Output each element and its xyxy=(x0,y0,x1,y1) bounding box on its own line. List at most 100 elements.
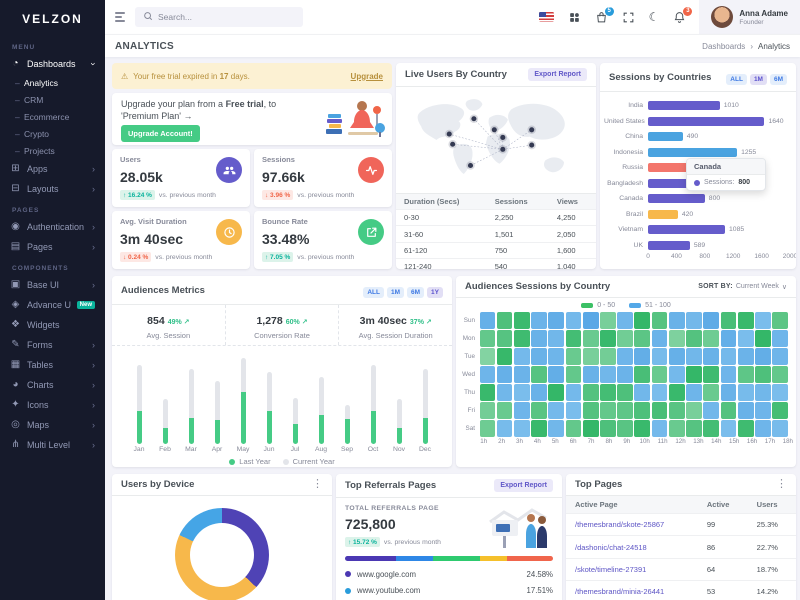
sidebar-item-label: Dashboards xyxy=(27,59,76,69)
sidebar-subitem-crm[interactable]: CRM xyxy=(0,91,105,108)
heatmap-cell xyxy=(600,312,616,329)
referrals-illustration xyxy=(484,504,554,557)
fullscreen-button[interactable] xyxy=(622,11,635,24)
bar-track: 420 xyxy=(648,209,790,219)
heatmap-row: Sat xyxy=(460,420,788,437)
filter-button-1y[interactable]: 1Y xyxy=(427,287,443,298)
bar-current-year xyxy=(240,358,246,392)
sidebar-item-multi-level[interactable]: ⋔ Multi Level › xyxy=(0,435,105,455)
sidebar-item-maps[interactable]: ◎ Maps › xyxy=(0,415,105,435)
active-page-link[interactable]: /dashonic/chat-24518 xyxy=(566,535,698,559)
heatmap-cell xyxy=(582,312,599,329)
heatmap-row: Thu xyxy=(460,384,788,401)
active-page-link[interactable]: /themesbrand/minia-26441 xyxy=(566,580,698,600)
stacked-bar xyxy=(162,399,168,444)
heatmap-cell xyxy=(513,384,530,401)
heatmap-cell xyxy=(565,366,582,383)
upgrade-account-button[interactable]: Upgrade Account! xyxy=(121,125,200,143)
filter-button-6m[interactable]: 6M xyxy=(769,74,787,85)
stat-value: 28.05k xyxy=(120,169,163,185)
heatmap-cell xyxy=(617,348,633,365)
sidebar-item-layouts[interactable]: ⊟ Layouts › xyxy=(0,179,105,199)
chevron-right-icon: › xyxy=(92,242,95,252)
sidebar-item-advance-ui[interactable]: ◈ Advance UI New xyxy=(0,295,105,315)
sidebar-item-pages[interactable]: ▤ Pages › xyxy=(0,237,105,257)
bar-category-label: Canada xyxy=(619,195,643,203)
stat-value: 33.48% xyxy=(262,231,310,247)
bar-value-label: 1085 xyxy=(729,226,745,234)
language-flag-button[interactable] xyxy=(538,12,554,22)
filter-button-6m[interactable]: 6M xyxy=(407,287,425,298)
active-page-link[interactable]: /themesbrand/skote-25867 xyxy=(566,512,698,536)
notifications-button[interactable]: 3 xyxy=(673,6,693,24)
stat-label: Sessions xyxy=(262,155,295,164)
search-input[interactable] xyxy=(158,12,295,22)
filter-button-1m[interactable]: 1M xyxy=(386,287,405,298)
export-report-button[interactable]: Export Report xyxy=(528,68,587,81)
heatmap-cell xyxy=(634,348,651,365)
x-axis-tick: Jan xyxy=(133,446,145,453)
stat-delta-badge: ↑ 7.05 % xyxy=(262,252,294,262)
dark-mode-button[interactable]: ☾ xyxy=(649,10,660,24)
heatmap-cell xyxy=(737,402,754,419)
topbar: 5 ☾ 3 Anna Adame Founder xyxy=(105,0,800,34)
upgrade-link[interactable]: Upgrade xyxy=(350,71,383,81)
heatmap-cell xyxy=(617,384,633,401)
filter-button-all[interactable]: ALL xyxy=(363,287,384,298)
audiences-bar-chart xyxy=(112,346,452,444)
upgrade-text: Upgrade your plan from a Free trial, to … xyxy=(121,99,277,121)
filter-button-all[interactable]: ALL xyxy=(726,74,747,85)
sidebar-subitem-analytics[interactable]: Analytics xyxy=(0,74,105,91)
heatmap-cell xyxy=(531,384,547,401)
sidebar-item-tables[interactable]: ▦ Tables › xyxy=(0,355,105,375)
tables-icon: ▦ xyxy=(10,359,21,370)
sidebar-subitem-projects[interactable]: Projects xyxy=(0,142,105,159)
active-page-link[interactable]: /skote/timeline-27391 xyxy=(566,557,698,581)
sidebar-item-widgets[interactable]: ❖ Widgets xyxy=(0,315,105,335)
x-axis-tick: 12h xyxy=(675,438,686,445)
table-header-cell: Users xyxy=(747,496,796,514)
breadcrumb-parent[interactable]: Dashboards xyxy=(702,41,746,51)
heatmap-row: Mon xyxy=(460,330,788,347)
stat-note: vs. previous month xyxy=(297,191,355,199)
heatmap-cell xyxy=(651,330,668,347)
stacked-bar xyxy=(240,358,246,444)
x-axis-tick: 3h xyxy=(516,438,523,445)
cart-button[interactable]: 5 xyxy=(595,6,614,24)
sidebar-item-dashboards[interactable]: ◔ Dashboards › xyxy=(0,54,105,74)
heatmap-cell xyxy=(703,348,720,365)
sidebar-item-forms[interactable]: ✎ Forms › xyxy=(0,335,105,355)
export-report-button[interactable]: Export Report xyxy=(494,479,553,492)
chevron-right-icon: › xyxy=(92,360,95,370)
sidebar-item-icons[interactable]: ✦ Icons › xyxy=(0,395,105,415)
sort-by-dropdown[interactable]: SORT BY: Current Week ∨ xyxy=(698,283,787,291)
heatmap-cell xyxy=(531,366,547,383)
sidebar-item-apps[interactable]: ⊞ Apps › xyxy=(0,159,105,179)
heatmap-cell xyxy=(548,384,565,401)
bar-value-label: 800 xyxy=(708,195,721,203)
column xyxy=(360,352,386,444)
sidebar-item-label: Forms xyxy=(27,340,53,350)
user-role: Founder xyxy=(739,18,764,26)
bar xyxy=(648,132,683,142)
user-menu[interactable]: Anna Adame Founder xyxy=(699,0,800,34)
card-menu-button[interactable]: ⋮ xyxy=(312,478,323,490)
user-avatar xyxy=(711,6,734,28)
heatmap-cell xyxy=(720,402,737,419)
apps-grid-button[interactable] xyxy=(568,11,581,24)
heatmap-row-label: Wed xyxy=(462,370,475,378)
sidebar-item-authentication[interactable]: ◉ Authentication › xyxy=(0,217,105,237)
sidebar-subitem-crypto[interactable]: Crypto xyxy=(0,125,105,142)
sidebar-item-base-ui[interactable]: ▣ Base UI › xyxy=(0,275,105,295)
sidebar-item-charts[interactable]: ◕ Charts › xyxy=(0,375,105,395)
table-header-cell: Duration (Secs) xyxy=(396,193,487,210)
sidebar-subitem-ecommerce[interactable]: Ecommerce xyxy=(0,108,105,125)
filter-button-1m[interactable]: 1M xyxy=(749,74,767,85)
notification-count-badge: 3 xyxy=(683,6,693,16)
card-menu-button[interactable]: ⋮ xyxy=(776,478,787,490)
pages-icon: ▤ xyxy=(10,241,21,252)
search-box[interactable] xyxy=(135,7,303,27)
heatmap-cell xyxy=(686,348,702,365)
hamburger-menu-button[interactable] xyxy=(113,10,127,24)
heatmap-cell xyxy=(565,330,582,347)
